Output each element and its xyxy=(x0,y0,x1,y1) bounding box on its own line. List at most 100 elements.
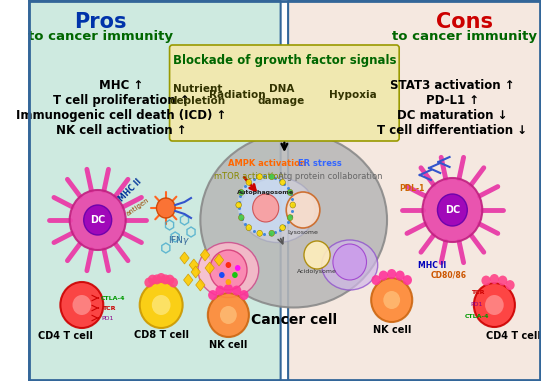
Text: CD8 T cell: CD8 T cell xyxy=(134,330,189,340)
Text: Radiation: Radiation xyxy=(210,90,266,100)
Circle shape xyxy=(246,225,251,231)
Circle shape xyxy=(210,250,247,290)
Text: MHC II: MHC II xyxy=(117,177,144,203)
Circle shape xyxy=(246,179,251,185)
Circle shape xyxy=(505,280,515,290)
Circle shape xyxy=(422,178,482,242)
Circle shape xyxy=(239,215,244,221)
Ellipse shape xyxy=(200,133,387,307)
Circle shape xyxy=(269,230,274,236)
Circle shape xyxy=(226,279,231,285)
Circle shape xyxy=(371,278,412,322)
Text: T cell differentiation ↓: T cell differentiation ↓ xyxy=(377,123,527,136)
Circle shape xyxy=(239,290,249,300)
Circle shape xyxy=(208,293,249,337)
Text: DC: DC xyxy=(445,205,460,215)
Circle shape xyxy=(238,175,294,235)
Text: CD80/86: CD80/86 xyxy=(431,271,467,280)
Ellipse shape xyxy=(240,178,315,242)
Text: DC: DC xyxy=(90,215,105,225)
Circle shape xyxy=(371,275,381,285)
Text: ER stress: ER stress xyxy=(298,158,342,168)
Circle shape xyxy=(403,275,412,285)
Circle shape xyxy=(269,174,274,180)
Circle shape xyxy=(152,295,170,315)
Text: Pros: Pros xyxy=(74,12,126,32)
Text: PD1: PD1 xyxy=(101,315,114,320)
Circle shape xyxy=(287,215,293,221)
Circle shape xyxy=(169,277,178,288)
Circle shape xyxy=(383,291,400,309)
Text: DNA
damage: DNA damage xyxy=(258,84,305,106)
Polygon shape xyxy=(184,274,193,286)
Text: Hypoxia: Hypoxia xyxy=(329,90,376,100)
Polygon shape xyxy=(196,279,205,291)
Text: PDL-1: PDL-1 xyxy=(399,184,425,192)
Circle shape xyxy=(232,272,238,278)
Text: Autophagosome: Autophagosome xyxy=(237,189,294,194)
Polygon shape xyxy=(189,259,199,271)
Ellipse shape xyxy=(198,242,258,298)
Text: Immunogenic cell death (ICD) ↑: Immunogenic cell death (ICD) ↑ xyxy=(16,109,226,122)
Ellipse shape xyxy=(322,240,378,290)
Text: NK cell: NK cell xyxy=(209,340,248,350)
Text: NK cell activation ↑: NK cell activation ↑ xyxy=(56,123,186,136)
Circle shape xyxy=(257,174,262,180)
Circle shape xyxy=(232,286,241,296)
FancyBboxPatch shape xyxy=(288,0,541,381)
Text: Cancer cell: Cancer cell xyxy=(251,313,337,327)
Circle shape xyxy=(290,202,295,208)
Circle shape xyxy=(387,269,397,279)
Text: PD-L1 ↑: PD-L1 ↑ xyxy=(426,93,479,107)
Text: to cancer immunity: to cancer immunity xyxy=(392,29,537,43)
Circle shape xyxy=(481,275,491,286)
Polygon shape xyxy=(200,249,210,261)
Text: Cons: Cons xyxy=(436,12,493,32)
Circle shape xyxy=(161,274,170,284)
Circle shape xyxy=(286,192,320,228)
Text: to cancer immunity: to cancer immunity xyxy=(28,29,173,43)
Circle shape xyxy=(485,295,504,315)
Circle shape xyxy=(287,189,293,195)
Text: CTLA-4: CTLA-4 xyxy=(101,296,125,301)
Circle shape xyxy=(498,275,507,286)
Text: STAT3 activation ↑: STAT3 activation ↑ xyxy=(390,78,515,91)
Circle shape xyxy=(84,205,112,235)
Circle shape xyxy=(148,275,157,285)
Text: mTOR activation: mTOR activation xyxy=(214,171,284,181)
Text: MHC ↑: MHC ↑ xyxy=(99,78,143,91)
Text: Atg protein collaboration: Atg protein collaboration xyxy=(278,171,382,181)
Circle shape xyxy=(224,284,233,294)
Text: TCR: TCR xyxy=(471,290,485,295)
Text: NK cell: NK cell xyxy=(372,325,411,335)
Polygon shape xyxy=(180,252,189,264)
Circle shape xyxy=(437,194,467,226)
Circle shape xyxy=(252,194,279,222)
Circle shape xyxy=(208,290,217,300)
Circle shape xyxy=(220,306,236,324)
Circle shape xyxy=(490,274,499,284)
Circle shape xyxy=(157,273,166,283)
Circle shape xyxy=(280,179,285,185)
Text: MHC II: MHC II xyxy=(418,261,446,269)
Circle shape xyxy=(236,202,241,208)
Text: Lysosome: Lysosome xyxy=(288,229,318,234)
Polygon shape xyxy=(205,262,214,274)
Polygon shape xyxy=(191,266,200,278)
Circle shape xyxy=(304,241,330,269)
Circle shape xyxy=(239,189,244,195)
Circle shape xyxy=(144,277,153,288)
Circle shape xyxy=(152,274,162,284)
Circle shape xyxy=(280,225,285,231)
Circle shape xyxy=(60,282,103,328)
Text: Acidolysome: Acidolysome xyxy=(297,269,337,274)
Text: AMPK activation: AMPK activation xyxy=(228,158,306,168)
Circle shape xyxy=(474,283,515,327)
Circle shape xyxy=(395,271,405,280)
Polygon shape xyxy=(214,254,224,266)
Circle shape xyxy=(157,198,175,218)
Circle shape xyxy=(219,272,224,278)
Circle shape xyxy=(379,271,388,280)
Circle shape xyxy=(140,282,183,328)
Circle shape xyxy=(73,295,91,315)
